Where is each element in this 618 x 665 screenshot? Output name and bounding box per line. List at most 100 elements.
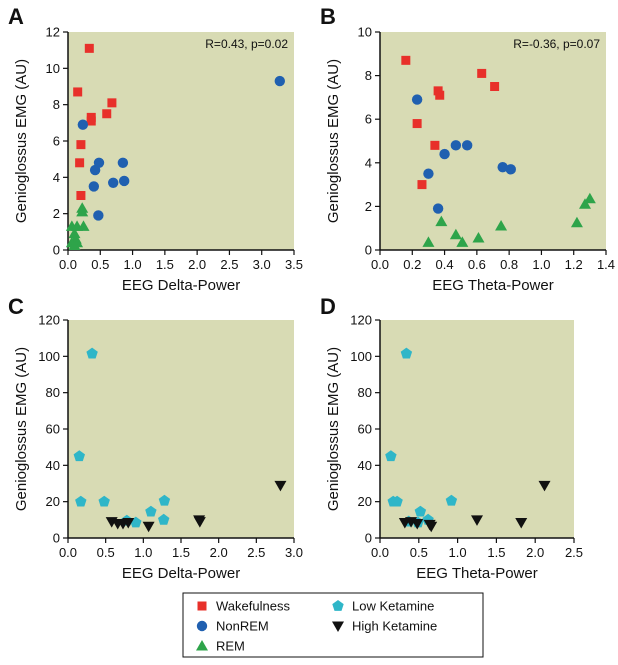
- data-point: [68, 239, 81, 250]
- data-point: [158, 494, 171, 506]
- data-point: [158, 513, 170, 525]
- data-point: [98, 495, 110, 507]
- data-point: [86, 347, 98, 359]
- legend-label: Wakefulness: [216, 599, 290, 614]
- data-point: [477, 68, 487, 78]
- data-point: [432, 203, 444, 214]
- x-tick-label: 3.0: [253, 257, 271, 272]
- x-tick-label: 0.8: [500, 257, 518, 272]
- y-tick-label: 10: [46, 61, 60, 76]
- data-point: [583, 192, 596, 204]
- x-axis-title: EEG Theta-Power: [416, 565, 537, 582]
- data-point: [461, 140, 473, 151]
- data-point: [400, 347, 413, 359]
- series-rem: [65, 202, 90, 250]
- y-tick-label: 20: [358, 494, 372, 509]
- y-tick-label: 6: [365, 112, 372, 127]
- correlation-annotation: R=0.43, p=0.02: [205, 37, 288, 51]
- data-point: [411, 94, 423, 105]
- data-point: [86, 116, 96, 126]
- data-point: [435, 90, 445, 100]
- data-point: [102, 109, 112, 119]
- legend-label: Low Ketamine: [352, 599, 434, 614]
- data-point: [412, 119, 422, 129]
- legend-item: Wakefulness: [197, 599, 290, 614]
- x-tick-label: 1.0: [124, 257, 142, 272]
- y-tick-label: 100: [38, 349, 60, 364]
- x-tick-label: 3.5: [285, 257, 303, 272]
- legend-marker: [332, 600, 344, 611]
- panel-d: D 0.0 0.5 1.0 1.5 2.0 2.5 0 20 40 60 80 100 120 EEG Th…: [320, 294, 583, 582]
- data-point: [414, 505, 427, 517]
- data-point: [73, 450, 85, 462]
- data-point: [401, 55, 411, 65]
- data-point: [75, 158, 85, 168]
- data-point: [445, 494, 458, 506]
- x-tick-label: 0.5: [97, 545, 115, 560]
- panel-letter: B: [320, 4, 336, 29]
- data-point: [122, 518, 135, 529]
- y-tick-label: 20: [46, 494, 60, 509]
- data-point: [417, 180, 427, 190]
- series-high-ketamine: [398, 480, 551, 533]
- plot-area: [380, 32, 606, 250]
- x-tick-label: 0.0: [59, 257, 77, 272]
- x-tick-label: 1.5: [156, 257, 174, 272]
- data-point: [456, 236, 469, 247]
- y-tick-label: 120: [38, 313, 60, 328]
- data-point: [505, 164, 516, 175]
- panel-letter: C: [8, 294, 24, 319]
- data-point: [579, 198, 592, 209]
- x-tick-label: 2.5: [247, 545, 265, 560]
- legend-item: NonREM: [196, 619, 269, 634]
- panel-c: C 0.0 0.5 1.0 1.5 2.0 2.5 3.0 0 20 40 60 80 100 120 EEG…: [8, 294, 303, 582]
- y-tick-label: 40: [358, 458, 372, 473]
- data-point: [430, 140, 440, 150]
- y-tick-label: 120: [350, 313, 372, 328]
- x-axis-title: EEG Delta-Power: [122, 277, 240, 294]
- correlation-annotation: R=-0.36, p=0.07: [513, 37, 600, 51]
- x-tick-label: 0.0: [59, 545, 77, 560]
- y-tick-label: 0: [53, 531, 60, 546]
- x-tick-label: 0.2: [403, 257, 421, 272]
- series-wakefulness: [73, 43, 117, 200]
- y-axis-title: Genioglossus EMG (AU): [13, 59, 30, 223]
- data-point: [76, 205, 89, 217]
- x-tick-label: 1.5: [172, 545, 190, 560]
- y-tick-label: 100: [350, 349, 372, 364]
- data-point: [77, 220, 90, 231]
- x-tick-label: 1.0: [134, 545, 152, 560]
- data-point: [274, 480, 287, 492]
- data-point: [435, 215, 448, 227]
- legend-label: High Ketamine: [352, 619, 437, 634]
- legend-label: REM: [216, 639, 245, 654]
- y-tick-label: 6: [53, 134, 60, 149]
- y-tick-label: 60: [46, 422, 60, 437]
- data-point: [495, 220, 508, 231]
- data-point: [145, 505, 157, 517]
- y-tick-label: 0: [53, 243, 60, 258]
- x-axis-title: EEG Delta-Power: [122, 565, 240, 582]
- data-point: [471, 515, 483, 526]
- x-tick-label: 2.0: [526, 545, 544, 560]
- data-point: [93, 157, 105, 168]
- data-point: [538, 480, 551, 492]
- x-tick-label: 0.6: [468, 257, 486, 272]
- x-tick-label: 3.0: [285, 545, 303, 560]
- data-point: [423, 168, 434, 179]
- data-point: [68, 227, 81, 239]
- x-tick-label: 1.0: [449, 545, 467, 560]
- data-point: [107, 98, 117, 108]
- data-point: [450, 140, 462, 151]
- x-tick-label: 0.5: [91, 257, 109, 272]
- series-rem: [422, 192, 596, 247]
- y-tick-label: 8: [53, 97, 60, 112]
- data-point: [385, 450, 397, 462]
- data-point: [93, 210, 104, 221]
- data-point: [117, 157, 129, 168]
- data-point: [515, 518, 528, 529]
- y-tick-label: 12: [46, 25, 60, 40]
- y-tick-label: 80: [46, 385, 60, 400]
- series-nonrem: [411, 94, 516, 214]
- x-tick-label: 2.0: [210, 545, 228, 560]
